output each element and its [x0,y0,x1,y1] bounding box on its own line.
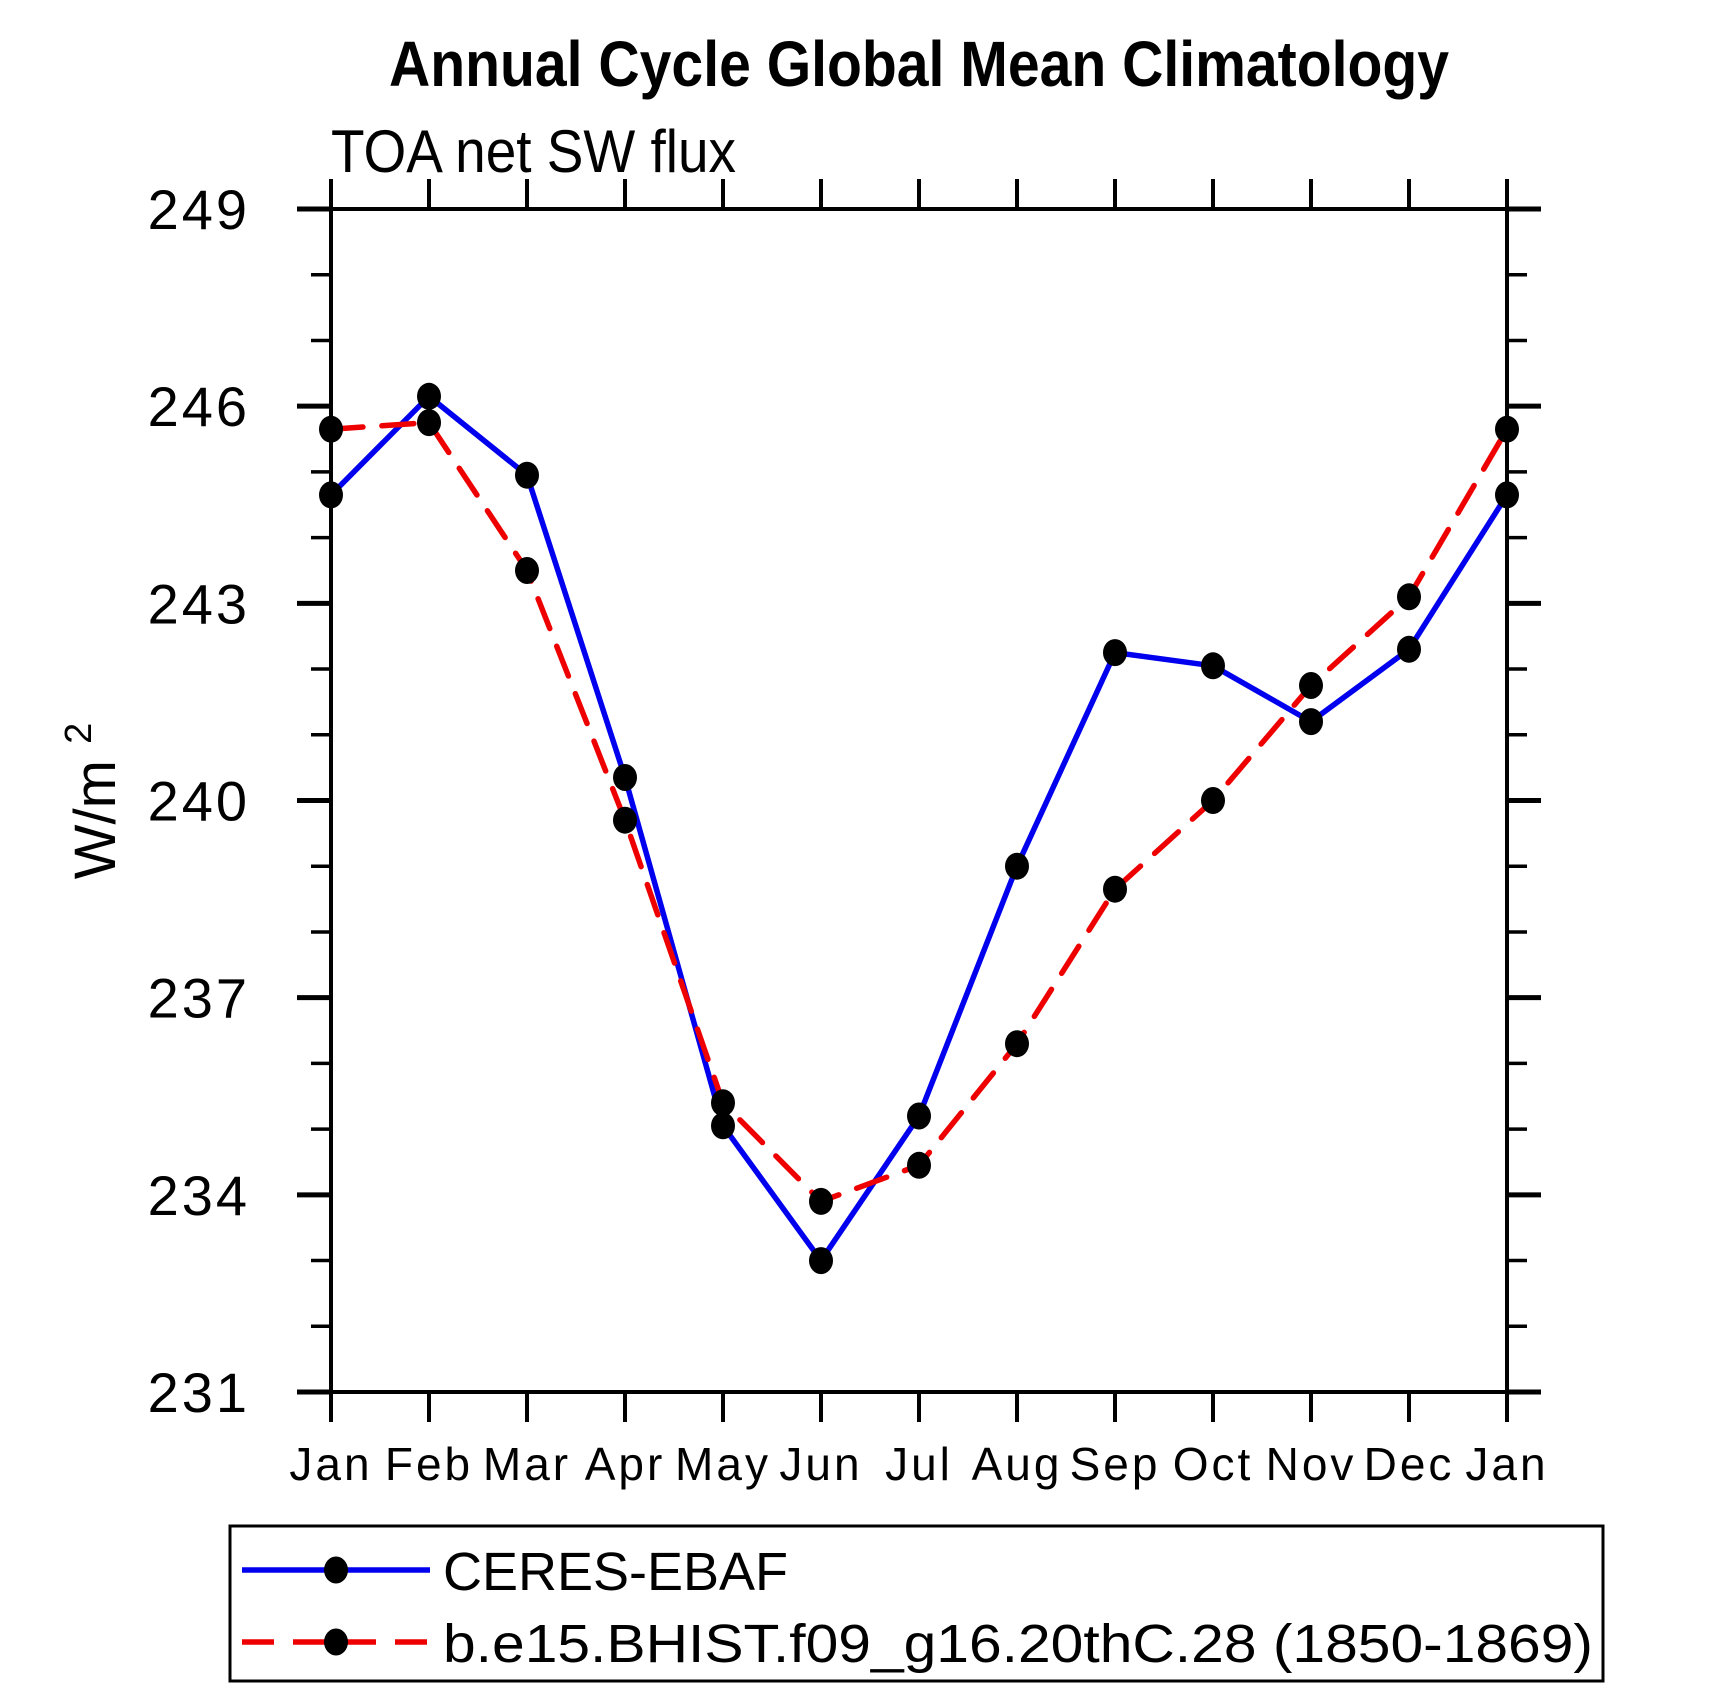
x-axis-labels: Jan Feb Mar Apr May Jun Jul Aug Sep Oct Nov Dec Jan [289,1438,1548,1490]
y-tick-label: 237 [148,967,250,1030]
marker-model-jun-5 [809,1187,833,1215]
marker-model-nov-10 [1299,672,1323,699]
series-layer [319,382,1519,1275]
marker-model-may-4 [711,1089,735,1117]
x-tick-label-jun-5: Jun [779,1438,862,1490]
x-tick-label-apr-3: Apr [585,1438,666,1490]
legend-marker-ceres [324,1556,348,1584]
marker-model-mar-2 [515,557,539,584]
y-axis-ticks [297,206,1541,1395]
marker-ceres-feb-1 [417,382,441,410]
marker-ceres-jun-5 [809,1247,833,1275]
marker-ceres-jan-0 [319,481,343,509]
x-tick-label-oct-9: Oct [1173,1438,1254,1490]
x-tick-label-mar-2: Mar [483,1438,571,1490]
chart-title: Annual Cycle Global Mean Climatology [389,28,1449,100]
y-tick-label: 246 [148,375,250,438]
y-axis-title-exponent: 2 [58,723,100,744]
axes-layer [297,179,1541,1422]
marker-ceres-apr-3 [613,764,637,791]
series-ceres-ebaf-markers [319,382,1519,1275]
x-tick-label-feb-1: Feb [385,1438,473,1490]
marker-ceres-oct-9 [1201,652,1225,680]
marker-model-jul-6 [907,1151,931,1179]
x-tick-label-may-4: May [675,1438,771,1490]
legend-marker-model [324,1628,348,1656]
legend-border [228,1524,1605,1683]
y-axis-labels: 231 234 237 240 243 246 249 [148,178,250,1424]
marker-ceres-jan-12 [1495,481,1519,509]
y-tick-label: 234 [148,1164,250,1227]
marker-model-apr-3 [613,806,637,834]
series-model-markers [319,409,1519,1215]
x-tick-label-nov-10: Nov [1266,1438,1357,1490]
x-tick-label-jan-12: Jan [1465,1438,1548,1490]
legend-label-model: b.e15.BHIST.f09_g16.20thC.28 (1850-1869) [443,1614,1593,1674]
y-tick-label: 243 [148,572,250,635]
plot-frame [329,207,1509,1394]
x-tick-label-dec-11: Dec [1364,1438,1455,1490]
x-tick-label-sep-8: Sep [1070,1438,1161,1490]
marker-model-dec-11 [1397,583,1421,611]
marker-model-aug-7 [1005,1030,1029,1058]
marker-ceres-mar-2 [515,461,539,489]
marker-model-jan-12 [1495,415,1519,443]
marker-ceres-sep-8 [1103,639,1127,667]
legend-label-ceres: CERES-EBAF [443,1542,788,1602]
marker-model-oct-9 [1201,787,1225,814]
y-tick-label: 249 [148,178,250,241]
legend: CERES-EBAF b.e15.BHIST.f09_g16.20thC.28 … [228,1524,1605,1683]
y-axis-title: W/m 2 [58,723,128,879]
marker-ceres-dec-11 [1397,635,1421,663]
series-model-line [328,419,1510,1205]
y-tick-label: 231 [148,1361,250,1424]
y-axis-title-unit: W/m [63,760,128,879]
marker-model-jan-0 [319,415,343,443]
x-axis-ticks [329,179,1509,1422]
x-tick-label-jan-0: Jan [289,1438,372,1490]
marker-ceres-nov-10 [1299,708,1323,736]
series-ceres-ebaf-line [328,393,1510,1264]
marker-ceres-aug-7 [1005,852,1029,880]
marker-ceres-jul-6 [907,1102,931,1130]
y-tick-label: 240 [148,770,250,833]
x-tick-label-jul-6: Jul [885,1438,953,1490]
x-tick-label-aug-7: Aug [972,1438,1063,1490]
marker-model-sep-8 [1103,875,1127,903]
marker-ceres-may-4 [711,1112,735,1140]
marker-model-feb-1 [417,409,441,437]
chart-subtitle: TOA net SW flux [331,118,736,185]
